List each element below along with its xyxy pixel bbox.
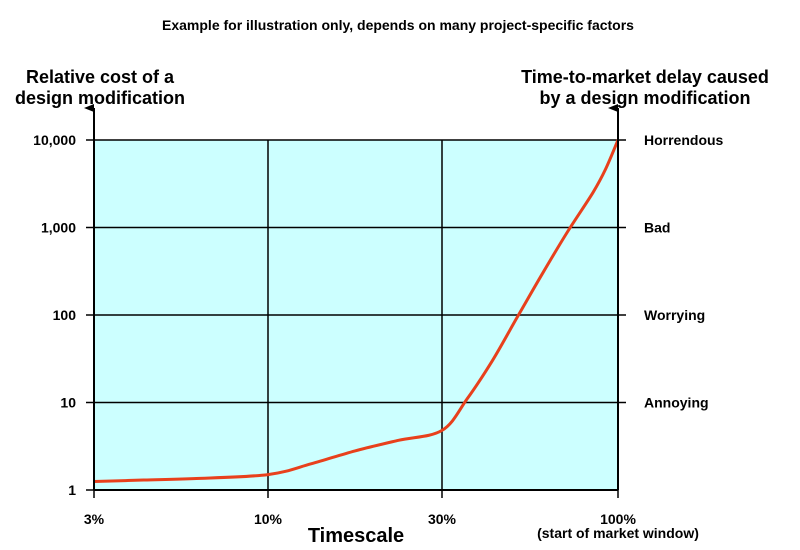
y-tick-label: 1,000 xyxy=(41,220,76,236)
chart-title: Example for illustration only, depends o… xyxy=(162,17,634,33)
left-axis-label-line-1: Relative cost of a xyxy=(26,67,175,87)
right-tick-label: Annoying xyxy=(644,395,709,411)
right-tick-label: Bad xyxy=(644,220,670,236)
cost-curve xyxy=(93,139,620,483)
right-axis-label-line-1: Time-to-market delay caused xyxy=(521,67,769,87)
y-tick-label: 100 xyxy=(53,307,77,323)
axes xyxy=(84,104,626,498)
right-axis-label-line-2: by a design modification xyxy=(539,88,750,108)
y-tick-label: 1 xyxy=(68,482,76,498)
y-tick-label: 10,000 xyxy=(33,132,76,148)
tick-labels: 1 10 100 1,000 10,000 Annoying Worrying Bad Horr… xyxy=(33,132,723,527)
x-axis-label: Timescale xyxy=(308,525,404,547)
y-tick-label: 10 xyxy=(60,395,76,411)
x-tick-label: 30% xyxy=(428,511,457,527)
x-tick-label: 10% xyxy=(254,511,283,527)
right-tick-label: Worrying xyxy=(644,307,705,323)
x-tick-label: 100% xyxy=(600,511,636,527)
left-axis-label-line-2: design modification xyxy=(15,88,185,108)
x-tick-label: 3% xyxy=(84,511,105,527)
x-tick-sublabel: (start of market window) xyxy=(537,525,699,541)
right-tick-label: Horrendous xyxy=(644,132,724,148)
